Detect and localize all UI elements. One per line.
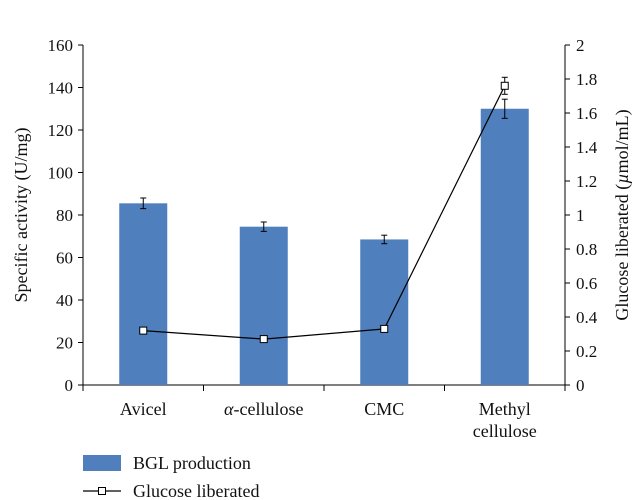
x-category-label: cellulose bbox=[473, 421, 537, 441]
legend-swatch-bgl-production bbox=[83, 455, 121, 471]
y-right-tick-label: 2 bbox=[576, 36, 585, 55]
y-right-tick-label: 1.8 bbox=[576, 70, 597, 89]
y-left-axis-title: Specific activity (U/mg) bbox=[11, 128, 32, 303]
y-left-tick-label: 40 bbox=[56, 291, 73, 310]
glucose-marker bbox=[139, 326, 148, 335]
bar-1 bbox=[239, 226, 288, 385]
y-left-tick-label: 0 bbox=[65, 376, 74, 395]
legend-label-glucose-liberated: Glucose liberated bbox=[133, 481, 259, 500]
bar-3 bbox=[480, 108, 529, 385]
y-left-tick-label: 100 bbox=[48, 164, 74, 183]
legend-swatch-glucose-marker bbox=[98, 487, 106, 495]
legend-label-bgl-production: BGL production bbox=[133, 453, 251, 473]
x-category-label: Avicel bbox=[120, 399, 167, 419]
y-left-tick-label: 140 bbox=[48, 79, 74, 98]
bar-0 bbox=[119, 203, 168, 385]
glucose-line bbox=[143, 85, 506, 340]
y-right-tick-label: 0.4 bbox=[576, 308, 598, 327]
legend: BGL production Glucose liberated bbox=[83, 453, 259, 500]
y-right-tick-label: 0.8 bbox=[576, 240, 597, 259]
x-category-label: α-cellulose bbox=[224, 399, 303, 419]
y-right-tick-label: 0.6 bbox=[576, 274, 597, 293]
line-series-group bbox=[139, 76, 509, 344]
glucose-marker bbox=[380, 324, 389, 333]
y-right-tick-label: 1.4 bbox=[576, 138, 598, 157]
y-left-tick-label: 160 bbox=[48, 36, 74, 55]
x-category-label: Methyl bbox=[479, 399, 531, 419]
y-right-tick-label: 1.6 bbox=[576, 104, 597, 123]
y-left-tick-label: 120 bbox=[48, 121, 74, 140]
glucose-marker bbox=[259, 335, 268, 344]
y-left-tick-label: 60 bbox=[56, 249, 73, 268]
y-right-tick-label: 1 bbox=[576, 206, 585, 225]
y-left-tick-label: 20 bbox=[56, 334, 73, 353]
x-category-label: CMC bbox=[364, 399, 404, 419]
glucose-marker bbox=[500, 81, 509, 90]
bar-2 bbox=[360, 239, 409, 385]
y-right-tick-label: 0.2 bbox=[576, 342, 597, 361]
labels-group: 0 20 40 60 80 100 120 140 160 0 0.2 0.4 0.6 0.8 1 1.2 1.… bbox=[11, 36, 633, 441]
y-right-tick-label: 1.2 bbox=[576, 172, 597, 191]
y-left-tick-label: 80 bbox=[56, 206, 73, 225]
y-right-axis-title: Glucose liberated (µmol/mL) bbox=[612, 109, 633, 320]
bars-group bbox=[119, 98, 529, 385]
y-right-tick-label: 0 bbox=[576, 376, 585, 395]
